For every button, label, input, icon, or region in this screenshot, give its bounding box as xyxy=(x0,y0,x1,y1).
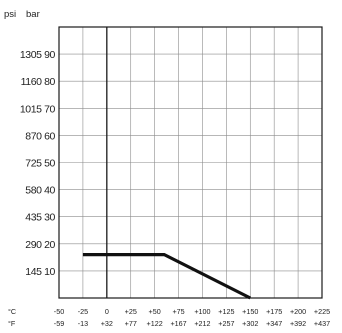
x-tick-label-fahrenheit-1: -13 xyxy=(78,319,88,328)
y-tick-label-1: 290 20 xyxy=(25,239,55,251)
x-tick-label-fahrenheit-0: -59 xyxy=(54,319,64,328)
y-tick-label-2: 435 30 xyxy=(25,212,55,224)
x-axis-tick-labels: -50 -59 -25 -13 0 +32 +25 +77 +50 +122 +75 +167 +100… xyxy=(54,307,330,328)
x-tick-label-celsius-11: +225 xyxy=(314,307,330,316)
x-tick-label-celsius-1: -25 xyxy=(78,307,88,316)
x-tick-label-celsius-10: +200 xyxy=(290,307,306,316)
x-unit-fahrenheit-label: °F xyxy=(8,319,16,328)
y-tick-label-5: 870 60 xyxy=(25,130,55,142)
x-tick-label-fahrenheit-7: +257 xyxy=(218,319,234,328)
x-tick-label-fahrenheit-4: +122 xyxy=(147,319,163,328)
horizontal-gridlines xyxy=(59,53,322,272)
x-tick-label-celsius-5: +75 xyxy=(172,307,184,316)
pressure-rating-curve xyxy=(82,253,252,300)
plot-frame xyxy=(58,26,323,299)
x-tick-label-celsius-2: 0 xyxy=(105,307,109,316)
x-tick-label-fahrenheit-5: +167 xyxy=(170,319,186,328)
y-tick-label-7: 1160 80 xyxy=(21,76,56,88)
y-tick-label-0: 145 10 xyxy=(25,266,55,278)
y-tick-label-4: 725 50 xyxy=(25,158,55,170)
x-unit-celsius-label: °C xyxy=(8,307,16,316)
x-tick-label-fahrenheit-8: +302 xyxy=(242,319,258,328)
x-tick-label-fahrenheit-3: +77 xyxy=(125,319,137,328)
y-tick-label-3: 580 40 xyxy=(25,185,55,197)
x-tick-label-fahrenheit-11: +437 xyxy=(314,319,330,328)
y-tick-label-8: 1305 90 xyxy=(20,49,56,61)
y-unit-bar-label: bar xyxy=(26,9,40,20)
x-tick-label-celsius-8: +150 xyxy=(242,307,258,316)
x-tick-label-fahrenheit-10: +392 xyxy=(290,319,306,328)
x-tick-label-celsius-4: +50 xyxy=(149,307,161,316)
y-unit-psi-label: psi xyxy=(4,9,16,20)
y-tick-label-6: 1015 70 xyxy=(20,103,56,115)
x-tick-label-celsius-7: +125 xyxy=(218,307,234,316)
x-tick-label-fahrenheit-6: +212 xyxy=(194,319,210,328)
x-tick-label-fahrenheit-9: +347 xyxy=(266,319,282,328)
x-tick-label-fahrenheit-2: +32 xyxy=(101,319,113,328)
x-tick-label-celsius-3: +25 xyxy=(125,307,137,316)
x-tick-label-celsius-0: -50 xyxy=(54,307,64,316)
x-tick-label-celsius-9: +175 xyxy=(266,307,282,316)
y-axis-tick-labels: 145 10 290 20 435 30 580 40 725 50 870 60 1015… xyxy=(20,49,56,278)
x-tick-label-celsius-6: +100 xyxy=(194,307,210,316)
